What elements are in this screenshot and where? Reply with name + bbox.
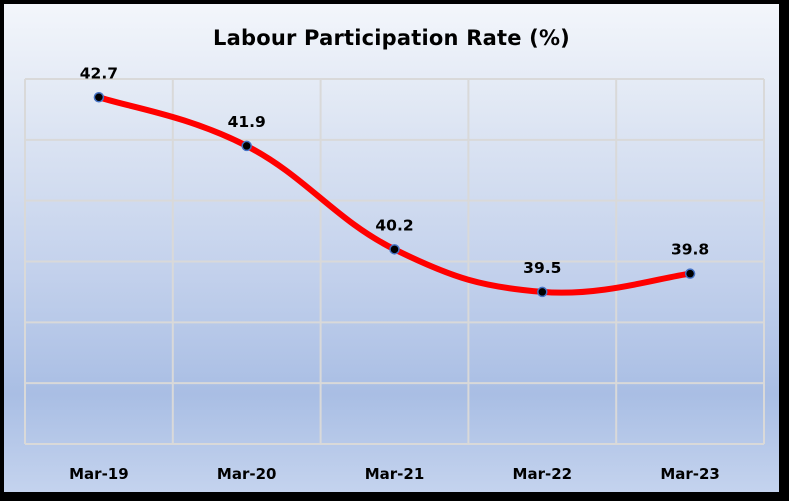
data-point-marker — [684, 268, 696, 279]
data-markers — [93, 92, 696, 298]
data-point-marker — [93, 92, 105, 103]
x-axis-label: Mar-21 — [365, 465, 425, 483]
data-point-marker — [389, 244, 400, 255]
data-label: 39.5 — [523, 259, 561, 277]
data-point-marker — [241, 140, 252, 152]
x-axis-label: Mar-22 — [513, 465, 573, 483]
data-label: 41.9 — [228, 113, 266, 131]
x-axis-label: Mar-23 — [660, 465, 720, 483]
chart-title: Labour Participation Rate (%) — [213, 26, 570, 50]
data-label: 39.8 — [671, 241, 709, 259]
x-axis-label: Mar-19 — [69, 465, 129, 483]
x-axis-labels: Mar-19 Mar-20 Mar-21 Mar-22 Mar-23 — [69, 465, 720, 483]
data-labels: 42.7 41.9 40.2 39.5 39.8 — [80, 64, 709, 277]
data-label: 40.2 — [375, 216, 413, 234]
series-line — [95, 94, 694, 296]
data-point-marker — [537, 286, 548, 298]
data-label: 42.7 — [80, 64, 118, 82]
gridlines — [24, 78, 765, 445]
x-axis-label: Mar-20 — [217, 465, 277, 483]
